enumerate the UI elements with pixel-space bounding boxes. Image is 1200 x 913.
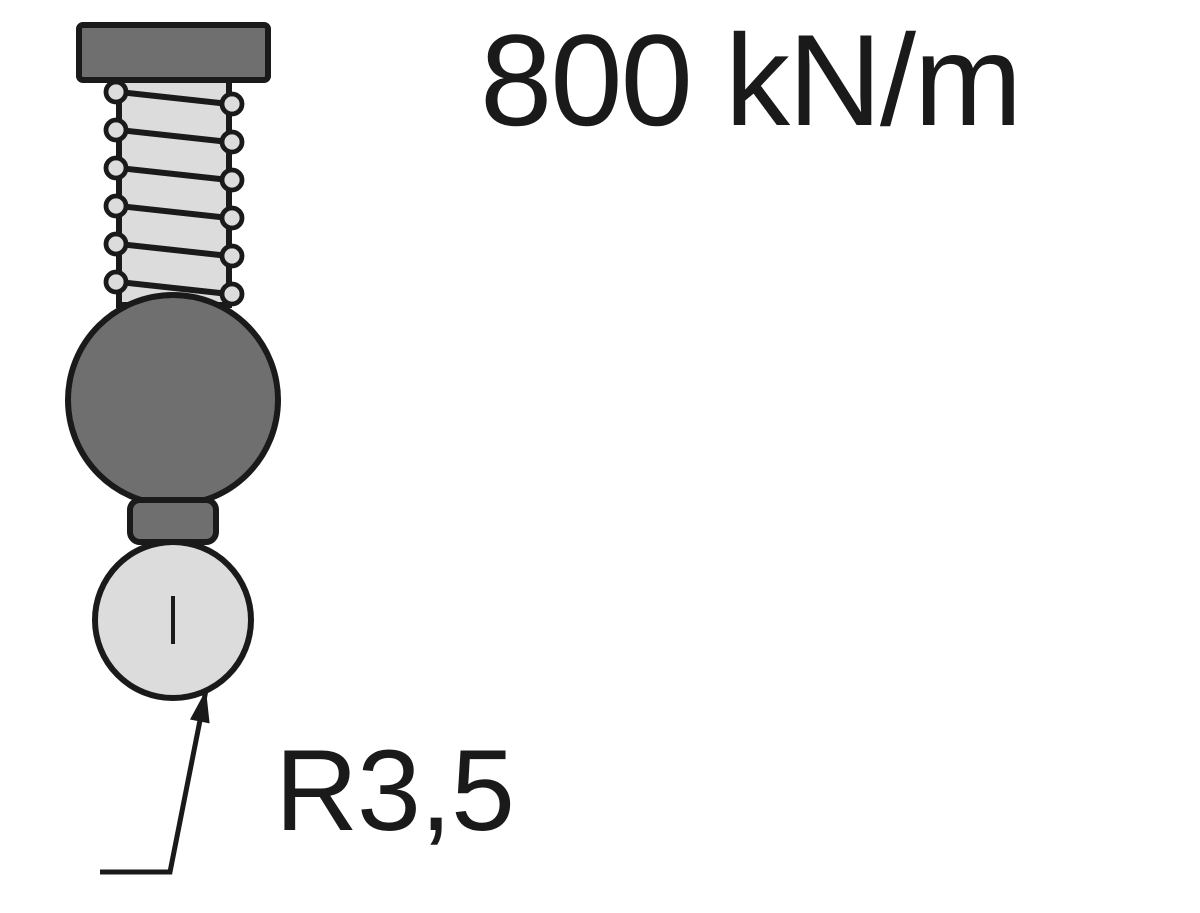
coil-loop-left <box>106 120 126 140</box>
coil-loop-right <box>222 170 242 190</box>
tool-neck <box>130 500 216 542</box>
coil-loop-left <box>106 158 126 178</box>
coil-loop-left <box>106 82 126 102</box>
diagram-canvas: 800 kN/m R3,5 <box>0 0 1200 913</box>
coil-loop-left <box>106 196 126 216</box>
coil-loop-right <box>222 208 242 228</box>
coil-loop-right <box>222 284 242 304</box>
coil-loop-right <box>222 94 242 114</box>
coil-loop-left <box>106 234 126 254</box>
coil-loop-left <box>106 272 126 292</box>
coil-loop-right <box>222 132 242 152</box>
tool-cap <box>79 25 268 80</box>
radius-label: R3,5 <box>275 727 514 855</box>
tool-shaft <box>119 80 229 305</box>
load-rating-label: 800 kN/m <box>480 7 1020 153</box>
radius-leader <box>100 690 210 872</box>
coil-loop-right <box>222 246 242 266</box>
tool-ball <box>68 295 278 505</box>
